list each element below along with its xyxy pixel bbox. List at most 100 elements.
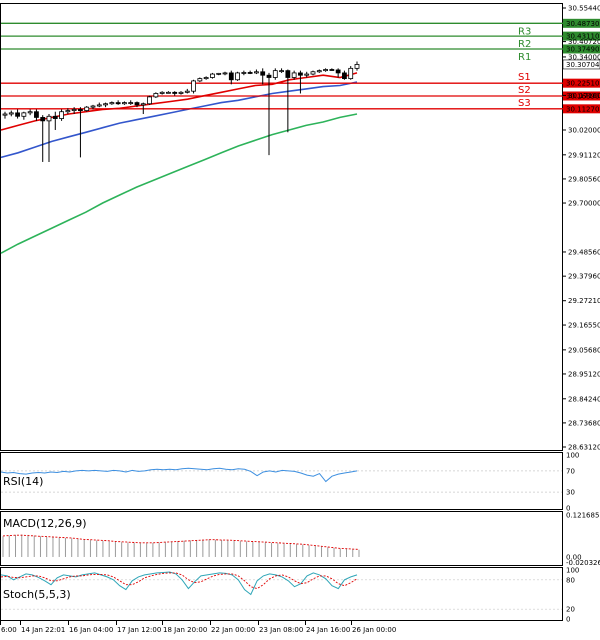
level-r1-value: 30.37490	[566, 45, 599, 53]
candle-body	[279, 70, 284, 73]
ma-green-line	[0, 113, 358, 254]
candle-body	[122, 102, 127, 105]
time-tick-label: 23 Jan 08:00	[259, 626, 303, 634]
level-r2-tag	[563, 31, 600, 41]
price-tick-label: 30.40720	[568, 38, 600, 46]
level-r3-tag	[563, 18, 600, 28]
candle-body	[291, 72, 297, 78]
candle-body	[222, 72, 228, 75]
stoch-k-line	[0, 571, 358, 596]
rsi-tick-label: 100	[566, 452, 579, 460]
candle-body	[247, 72, 253, 74]
candle-body	[197, 78, 203, 82]
candle-body	[342, 72, 347, 80]
stoch-tick-label: 20	[566, 606, 575, 614]
rsi-tick-label: 0	[566, 505, 570, 513]
candle-body	[254, 71, 259, 74]
rsi-label: RSI(14)	[3, 475, 43, 488]
current-price-value: 30.30704	[566, 61, 600, 69]
candle-body	[266, 74, 272, 78]
time-tick-label: 14 Jan 22:01	[21, 626, 65, 634]
candle-body	[159, 91, 165, 94]
macd-panel	[0, 511, 563, 566]
candle-body	[109, 102, 115, 105]
candle-body	[235, 72, 240, 81]
candle-body	[335, 69, 341, 74]
candle-body	[153, 93, 159, 98]
ma-blue-line	[0, 81, 358, 159]
candle-body	[210, 73, 215, 78]
main-panel	[0, 3, 563, 451]
rsi-line	[0, 467, 358, 483]
price-tick-label: 29.27210	[568, 297, 600, 305]
level-s1-tag	[563, 78, 600, 88]
macd-tick-label: 0.00	[566, 553, 582, 561]
price-axis: 30.55440 30.40720 30.34000 30.17160 30.02000…	[562, 5, 600, 452]
level-r2-label: R2	[518, 39, 531, 50]
candle-body	[147, 96, 152, 105]
level-r1-label: R1	[518, 52, 531, 63]
price-tick-label: 28.84240	[568, 395, 600, 403]
stoch-tick-label: 0	[566, 616, 570, 624]
candle-body	[78, 109, 83, 111]
stoch-d-line	[0, 572, 358, 590]
stoch-tick-label: 100	[566, 567, 579, 575]
candle-body	[21, 112, 27, 117]
level-s3-label: S3	[518, 98, 531, 109]
candle-body	[128, 102, 134, 104]
candle-body	[191, 80, 196, 92]
candle-body	[34, 111, 39, 118]
candle-body	[304, 73, 310, 76]
rsi-indicator: 100 70 30 0	[0, 452, 579, 513]
candle-body	[52, 115, 58, 119]
price-tick-label: 29.16550	[568, 322, 600, 330]
level-r3-value: 30.48730	[566, 20, 599, 28]
rsi-panel	[0, 452, 563, 510]
candle-body	[260, 71, 266, 76]
time-tick-label: 17 Jan 12:00	[117, 626, 161, 634]
macd-tick-label: -0.020326	[566, 559, 600, 567]
candle-body	[46, 115, 52, 122]
level-s2-value: 30.16890	[566, 92, 599, 100]
candle-body	[329, 69, 335, 71]
price-tick-label: 28.63120	[568, 444, 600, 452]
candle-body	[59, 111, 64, 119]
candle-body	[140, 103, 146, 106]
candle-body	[184, 90, 190, 93]
level-s2-label: S2	[518, 85, 531, 96]
candle-body	[2, 113, 8, 116]
candle-body	[8, 112, 14, 115]
candle-body	[115, 102, 121, 105]
candle-body	[272, 70, 278, 78]
candle-body	[96, 104, 102, 107]
candle-body	[228, 72, 234, 81]
candle-body	[203, 77, 209, 80]
price-tick-label: 28.73680	[568, 419, 600, 427]
rsi-tick-label: 30	[566, 489, 575, 497]
candles	[2, 61, 360, 162]
price-tick-label: 30.02000	[568, 126, 600, 134]
stoch-label: Stoch(5,5,3)	[3, 588, 71, 601]
macd-tick-label: 0.121685	[566, 512, 599, 520]
macd-indicator: 0.121685 0.00-0.020326	[2, 512, 600, 567]
candle-body	[27, 111, 33, 114]
candle-body	[348, 67, 354, 80]
time-tick-label: 18 Jan 20:00	[163, 626, 207, 634]
level-s3-tag	[563, 104, 600, 114]
level-s1-value: 30.22510	[566, 80, 599, 88]
candle-body	[134, 102, 140, 106]
price-tick-label: 29.70000	[568, 200, 600, 208]
price-tick-label: 29.05680	[568, 346, 600, 354]
price-tick-label: 30.17160	[568, 92, 600, 100]
candle-body	[90, 105, 96, 108]
candle-body	[354, 64, 360, 69]
level-s1-label: S1	[518, 72, 531, 83]
price-tick-label: 29.37960	[568, 273, 600, 281]
time-tick-label: 22 Jan 00:00	[211, 626, 255, 634]
candle-body	[298, 72, 303, 76]
price-tick-label: 30.34000	[568, 53, 600, 61]
level-r2-value: 30.43110	[566, 33, 599, 41]
